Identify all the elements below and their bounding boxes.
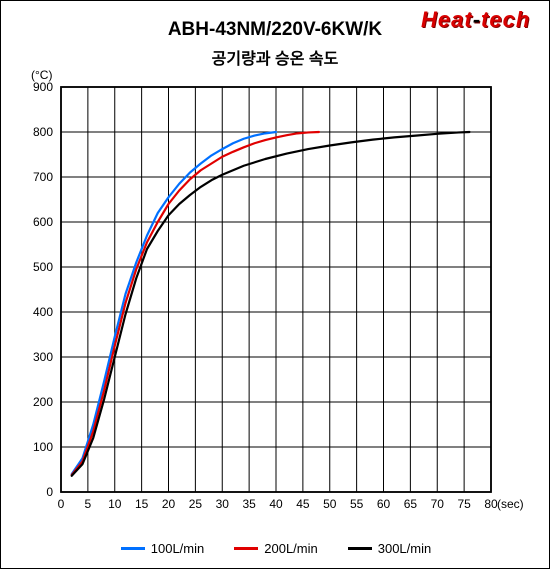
svg-text:65: 65 bbox=[404, 497, 418, 511]
svg-text:15: 15 bbox=[135, 497, 149, 511]
svg-text:20: 20 bbox=[162, 497, 176, 511]
svg-text:400: 400 bbox=[33, 305, 53, 319]
svg-text:500: 500 bbox=[33, 260, 53, 274]
svg-text:10: 10 bbox=[108, 497, 122, 511]
legend-item: 200L/min bbox=[234, 541, 317, 556]
legend-label: 200L/min bbox=[264, 541, 317, 556]
legend-label: 100L/min bbox=[151, 541, 204, 556]
svg-text:75: 75 bbox=[457, 497, 471, 511]
svg-text:25: 25 bbox=[189, 497, 203, 511]
svg-text:800: 800 bbox=[33, 125, 53, 139]
svg-text:0: 0 bbox=[58, 497, 65, 511]
svg-text:900: 900 bbox=[33, 80, 53, 94]
svg-text:5: 5 bbox=[85, 497, 92, 511]
svg-text:100: 100 bbox=[33, 440, 53, 454]
svg-text:700: 700 bbox=[33, 170, 53, 184]
svg-text:40: 40 bbox=[269, 497, 283, 511]
legend-swatch bbox=[348, 547, 372, 550]
svg-text:80: 80 bbox=[484, 497, 498, 511]
svg-text:50: 50 bbox=[323, 497, 337, 511]
legend-label: 300L/min bbox=[378, 541, 431, 556]
svg-text:55: 55 bbox=[350, 497, 364, 511]
chart-legend: 100L/min 200L/min 300L/min bbox=[1, 541, 550, 556]
svg-text:45: 45 bbox=[296, 497, 310, 511]
svg-text:70: 70 bbox=[431, 497, 445, 511]
svg-text:(sec): (sec) bbox=[497, 497, 524, 511]
svg-text:600: 600 bbox=[33, 215, 53, 229]
legend-item: 300L/min bbox=[348, 541, 431, 556]
svg-text:60: 60 bbox=[377, 497, 391, 511]
line-chart: 0510152025303540455055606570758001002003… bbox=[1, 1, 549, 568]
svg-text:200: 200 bbox=[33, 395, 53, 409]
svg-text:30: 30 bbox=[216, 497, 230, 511]
svg-text:300: 300 bbox=[33, 350, 53, 364]
legend-swatch bbox=[234, 547, 258, 550]
legend-swatch bbox=[121, 547, 145, 550]
chart-frame: Heat-tech ABH-43NM/220V-6KW/K 공기량과 승온 속도… bbox=[0, 0, 550, 569]
legend-item: 100L/min bbox=[121, 541, 204, 556]
svg-text:0: 0 bbox=[46, 485, 53, 499]
svg-text:35: 35 bbox=[242, 497, 256, 511]
svg-text:(°C): (°C) bbox=[31, 68, 52, 82]
